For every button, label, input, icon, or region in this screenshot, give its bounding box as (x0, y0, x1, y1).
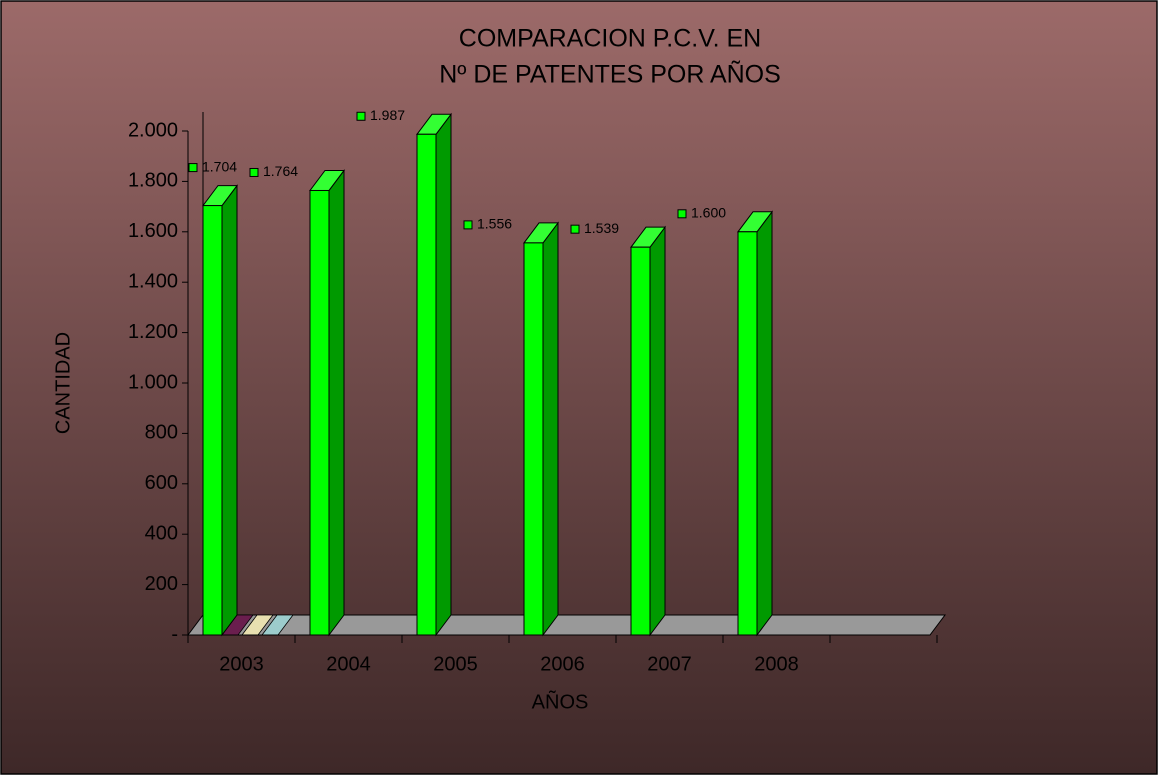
bar (737, 231, 758, 636)
x-tick-label: 2004 (326, 653, 371, 675)
x-tick-label: 2007 (647, 653, 692, 675)
y-axis-label: CANTIDAD (52, 332, 74, 434)
bar (202, 205, 223, 636)
bar (523, 242, 544, 636)
bar-side (328, 168, 345, 637)
y-tick-label: 1.200 (128, 321, 178, 343)
bar-side (221, 184, 238, 637)
bar-side (649, 225, 666, 637)
chart-subtitle: Nº DE PATENTES POR AÑOS (439, 60, 781, 89)
y-tick-label: 1.600 (128, 220, 178, 242)
x-axis-label: AÑOS (532, 689, 589, 713)
bar (309, 189, 330, 636)
chart-title: COMPARACION P.C.V. EN (459, 25, 761, 53)
value-label: 1.539 (584, 220, 619, 236)
value-label: 1.556 (477, 216, 512, 232)
bar (630, 246, 651, 636)
value-label: 1.764 (263, 163, 298, 179)
bar-side (542, 221, 559, 637)
value-label-marker (677, 209, 687, 219)
x-tick-label: 2003 (219, 653, 264, 675)
y-tick-label: 400 (145, 522, 178, 544)
value-label-marker (188, 163, 198, 173)
value-label: 1.600 (691, 205, 726, 221)
y-tick-label: - (171, 623, 178, 645)
y-tick-label: 800 (145, 422, 178, 444)
y-tick-label: 200 (145, 573, 178, 595)
y-tick-label: 2.000 (128, 119, 178, 141)
x-tick-label: 2006 (540, 653, 585, 675)
bar-side (756, 210, 773, 637)
x-tick-label: 2008 (754, 653, 799, 675)
value-label-marker (463, 220, 473, 230)
x-tick-label: 2005 (433, 653, 478, 675)
y-tick-label: 1.800 (128, 170, 178, 192)
floor (187, 614, 946, 636)
value-label: 1.704 (202, 158, 237, 174)
value-label-marker (570, 224, 580, 234)
y-tick-label: 600 (145, 472, 178, 494)
y-tick-label: 1.000 (128, 371, 178, 393)
y-tick-label: 1.400 (128, 270, 178, 292)
bar (416, 133, 437, 636)
bar-side (435, 112, 452, 637)
value-label: 1.987 (370, 107, 405, 123)
value-label-marker (356, 111, 366, 121)
value-label-marker (249, 167, 259, 177)
